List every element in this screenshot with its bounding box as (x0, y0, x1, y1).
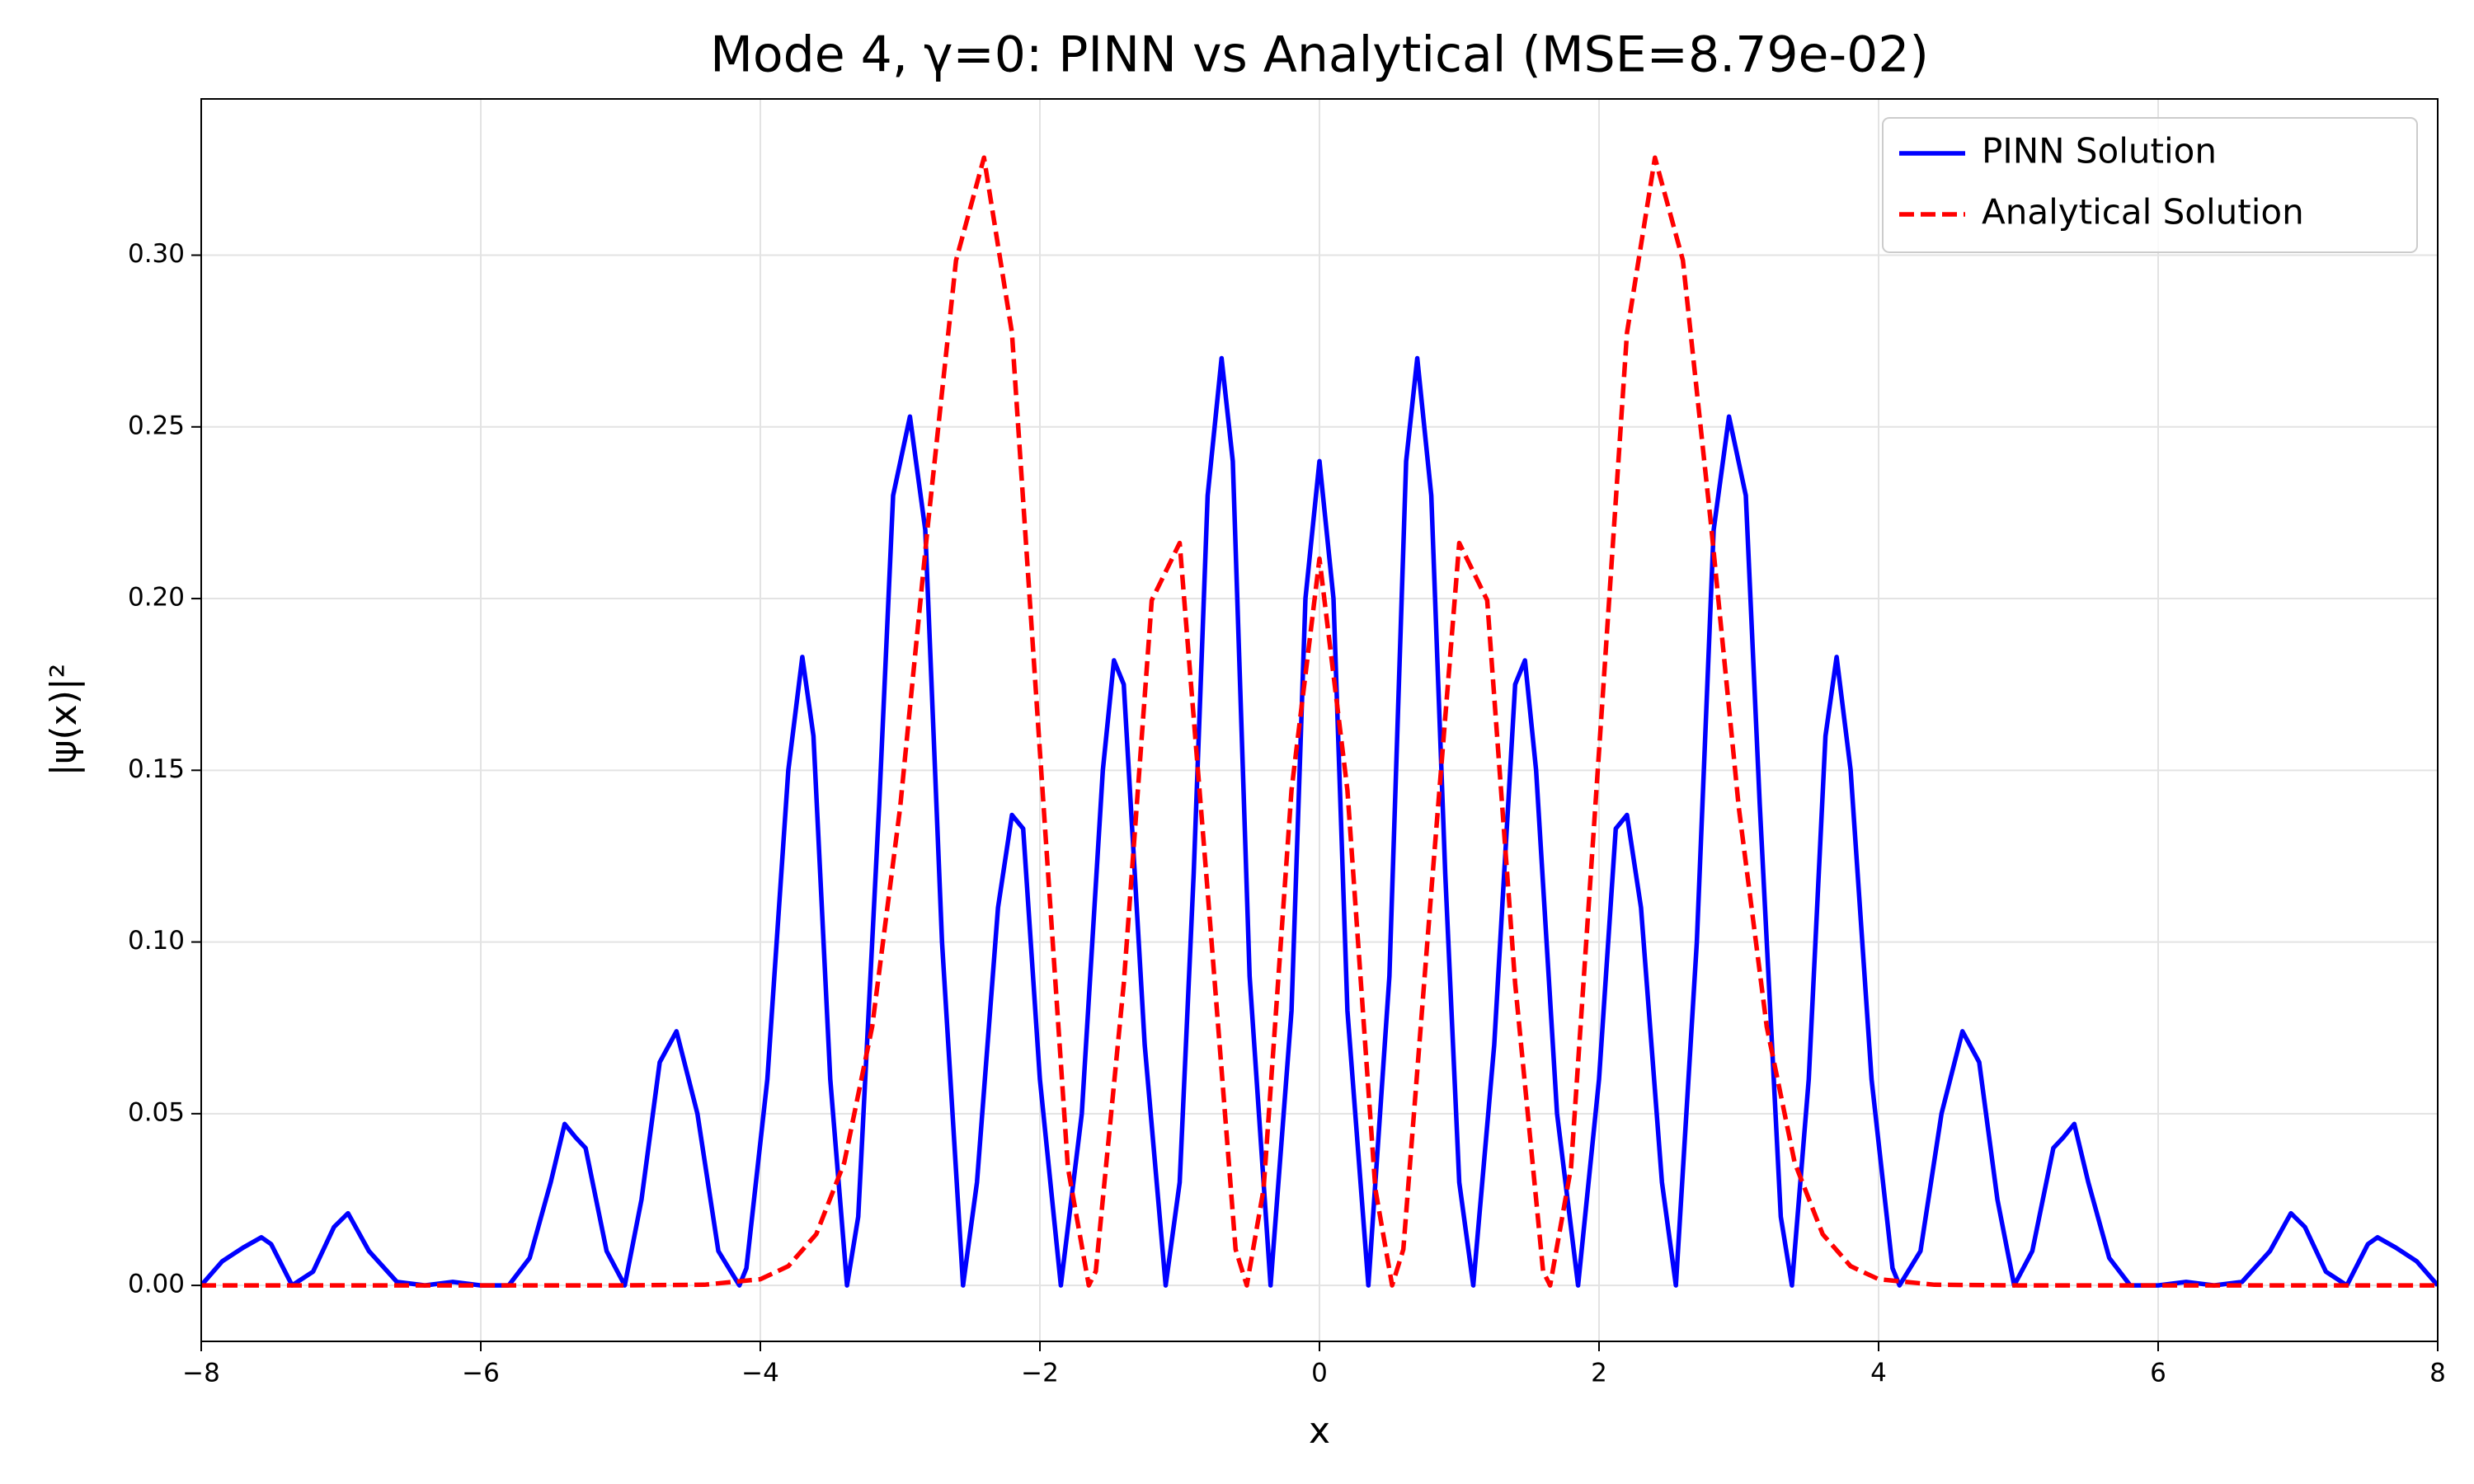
x-tick-label: −6 (462, 1359, 500, 1388)
legend-label: Analytical Solution (1982, 192, 2304, 232)
legend-box (1882, 117, 2418, 253)
y-tick-label: 0.05 (128, 1097, 185, 1127)
chart-title: Mode 4, γ=0: PINN vs Analytical (MSE=8.7… (710, 26, 1929, 84)
y-tick-label: 0.25 (128, 411, 185, 440)
x-tick-label: 8 (2429, 1359, 2446, 1388)
x-tick-label: 4 (1870, 1359, 1887, 1388)
y-tick-label: 0.10 (128, 926, 185, 956)
y-tick-label: 0.15 (128, 754, 185, 784)
x-tick-label: 6 (2150, 1359, 2166, 1388)
series-line (201, 155, 2438, 1288)
y-tick-label: 0.30 (128, 239, 185, 269)
x-tick-label: −8 (182, 1359, 220, 1388)
x-tick-label: 2 (1591, 1359, 1607, 1388)
x-tick-label: 0 (1311, 1359, 1328, 1388)
y-axis-label: |ψ(x)|² (43, 664, 85, 777)
x-tick-label: −2 (1021, 1359, 1059, 1388)
plot-frame (200, 98, 2439, 1342)
x-tick-label: −4 (741, 1359, 779, 1388)
y-tick-label: 0.20 (128, 583, 185, 613)
x-axis-label: x (1309, 1410, 1330, 1452)
legend-label: PINN Solution (1982, 131, 2217, 171)
y-tick-label: 0.00 (128, 1270, 185, 1299)
